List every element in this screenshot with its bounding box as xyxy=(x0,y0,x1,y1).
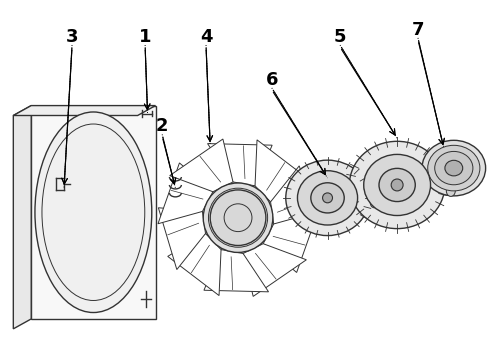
Polygon shape xyxy=(31,105,155,319)
Polygon shape xyxy=(158,163,213,224)
Polygon shape xyxy=(255,140,308,202)
Ellipse shape xyxy=(446,185,455,196)
Text: 5: 5 xyxy=(334,28,346,46)
Polygon shape xyxy=(270,166,318,228)
Ellipse shape xyxy=(311,183,344,213)
Ellipse shape xyxy=(297,171,358,225)
Ellipse shape xyxy=(391,179,403,191)
Polygon shape xyxy=(13,105,155,116)
Polygon shape xyxy=(13,105,31,329)
Polygon shape xyxy=(263,212,318,273)
Polygon shape xyxy=(170,139,233,192)
Ellipse shape xyxy=(286,160,369,235)
Text: 3: 3 xyxy=(66,28,78,46)
Text: 1: 1 xyxy=(139,28,151,46)
Text: 7: 7 xyxy=(412,21,424,39)
Text: 2: 2 xyxy=(156,117,169,135)
Ellipse shape xyxy=(349,141,445,229)
Ellipse shape xyxy=(210,190,266,246)
Ellipse shape xyxy=(379,168,415,202)
Text: 6: 6 xyxy=(266,71,278,89)
Ellipse shape xyxy=(422,140,486,196)
Polygon shape xyxy=(243,244,306,296)
Ellipse shape xyxy=(445,160,463,176)
Ellipse shape xyxy=(364,154,431,216)
Ellipse shape xyxy=(322,193,333,203)
Ellipse shape xyxy=(435,152,473,185)
Ellipse shape xyxy=(370,198,378,208)
Ellipse shape xyxy=(203,183,273,252)
Polygon shape xyxy=(158,208,205,270)
Ellipse shape xyxy=(35,112,152,312)
Polygon shape xyxy=(168,234,221,296)
Polygon shape xyxy=(204,249,269,292)
Text: 4: 4 xyxy=(200,28,212,46)
Polygon shape xyxy=(208,144,272,186)
Ellipse shape xyxy=(428,145,480,191)
